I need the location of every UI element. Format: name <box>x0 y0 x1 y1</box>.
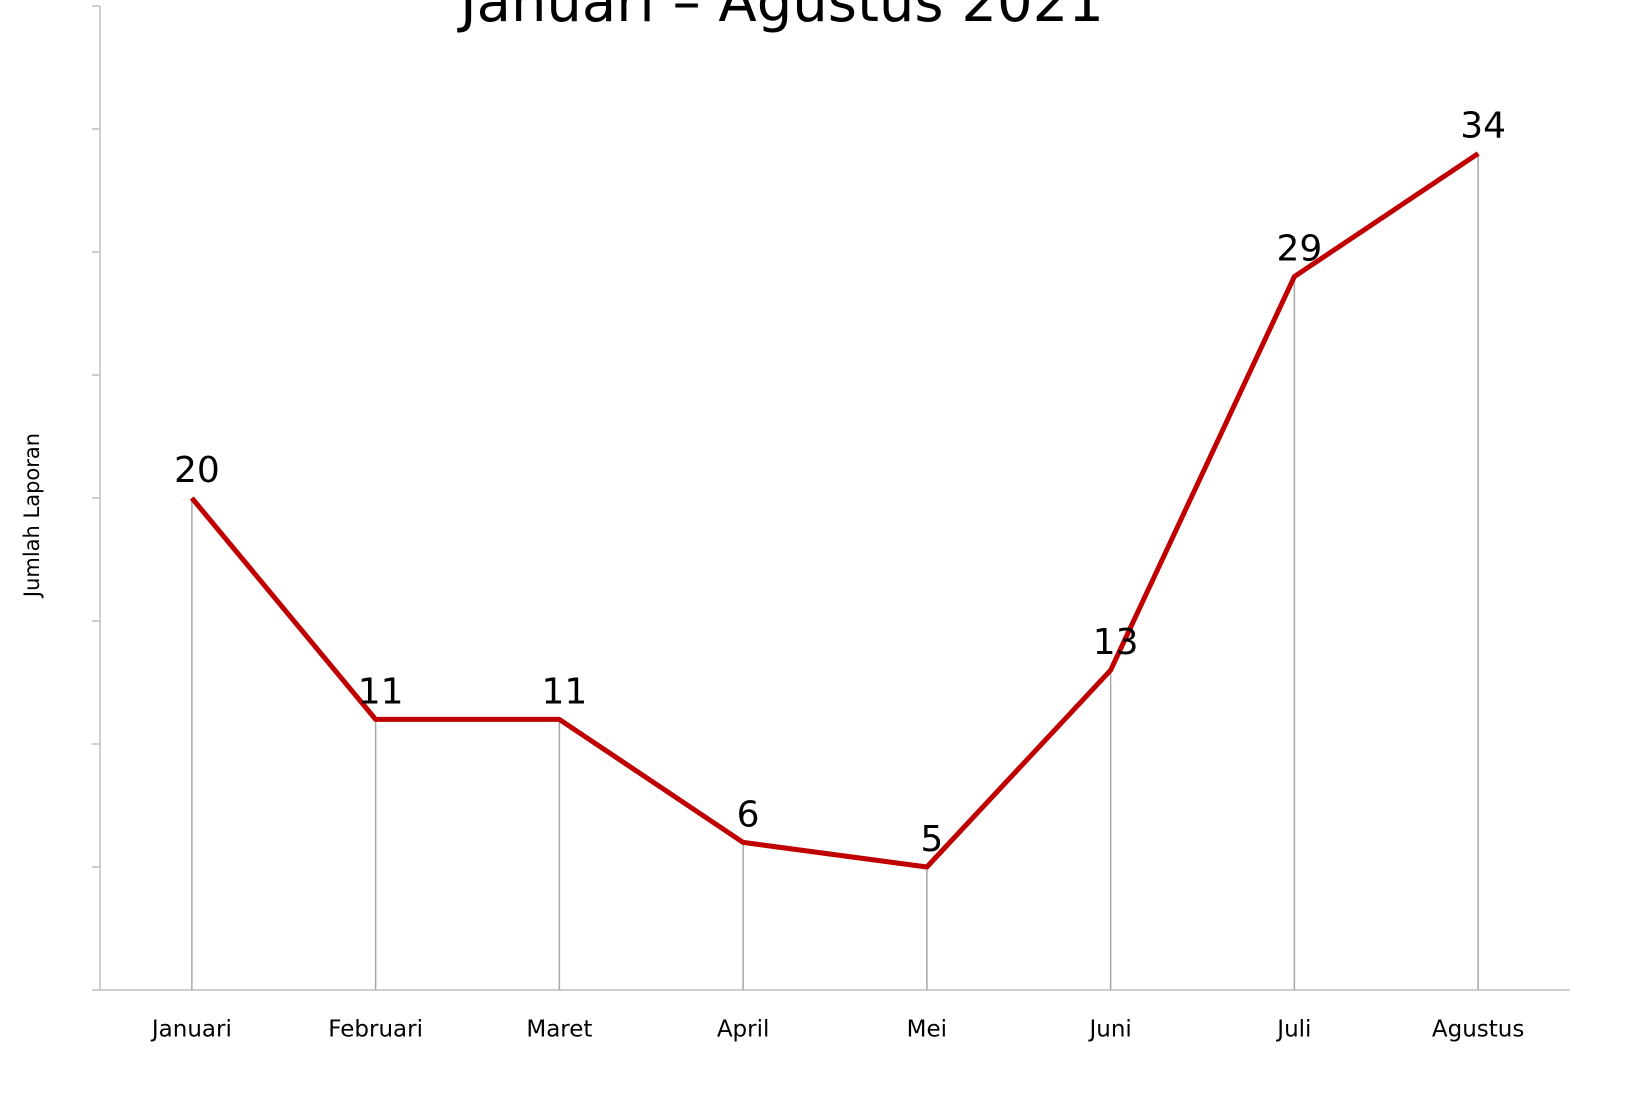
y-axis-label: Jumlah Laporan <box>20 433 44 599</box>
chart-title: Januari – Agustus 2021 <box>457 0 1104 35</box>
data-label: 5 <box>920 819 943 860</box>
data-label: 29 <box>1276 229 1322 270</box>
data-label: 34 <box>1460 106 1506 147</box>
data-label: 6 <box>737 794 760 835</box>
x-tick-label: Februari <box>328 1017 423 1043</box>
x-tick-label: Mei <box>907 1017 947 1043</box>
line-series <box>189 151 1480 870</box>
x-tick-label: Juli <box>1275 1017 1311 1043</box>
data-label: 11 <box>358 671 404 712</box>
data-label: 11 <box>541 671 587 712</box>
x-tick-label: Agustus <box>1432 1017 1524 1043</box>
x-tick-label: Maret <box>526 1017 592 1043</box>
data-label: 13 <box>1093 622 1139 663</box>
x-tick-label: April <box>717 1017 770 1043</box>
x-tick-label: Juni <box>1087 1017 1131 1043</box>
data-label: 20 <box>174 450 220 491</box>
x-tick-label: Januari <box>150 1017 232 1043</box>
